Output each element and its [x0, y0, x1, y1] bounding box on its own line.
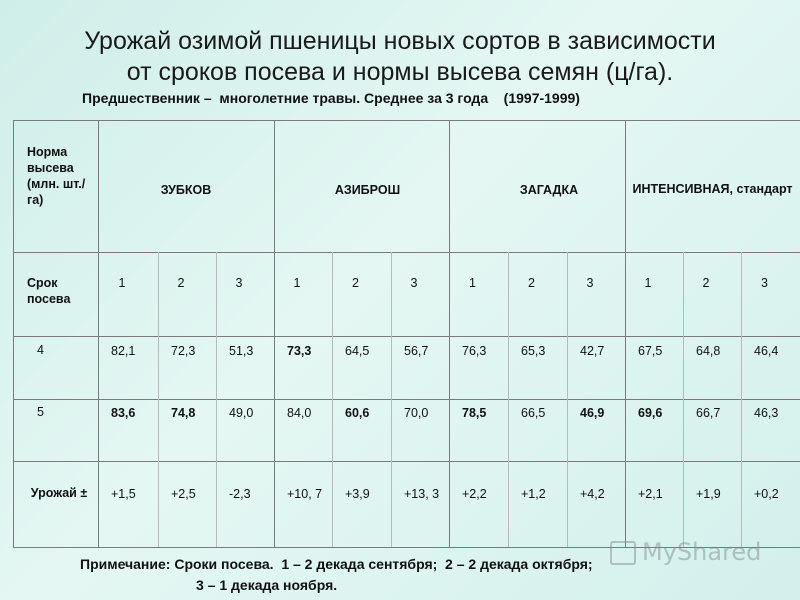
term-cell: 2	[177, 276, 185, 290]
table-border-bottom	[13, 547, 800, 548]
subtitle: Предшественник – многолетние травы. Сред…	[82, 90, 580, 106]
variety-header: АЗИБРОШ	[334, 183, 401, 197]
term-cell: 3	[586, 276, 594, 290]
variety-header: ЗУБКОВ	[160, 183, 212, 197]
variety-header: ИНТЕНСИВНАЯ, стандарт	[632, 182, 793, 196]
value-cell: 66,5	[521, 406, 546, 420]
table-col-line	[625, 120, 626, 547]
value-cell: 72,3	[171, 344, 196, 358]
value-cell: 83,6	[111, 406, 136, 420]
table-subcol-line	[741, 252, 742, 547]
term-cell: 3	[410, 276, 418, 290]
table-border-top	[13, 120, 800, 121]
value-cell: 76,3	[462, 344, 487, 358]
value-cell: 70,0	[404, 406, 429, 420]
term-cell: 1	[118, 276, 126, 290]
term-cell: 1	[644, 276, 652, 290]
term-cell: 3	[761, 276, 768, 290]
value-cell: +2,1	[638, 487, 663, 501]
table-col-line	[449, 120, 450, 547]
value-cell: +2,5	[171, 487, 196, 501]
page-title: Урожай озимой пшеницы новых сортов в зав…	[0, 26, 800, 88]
value-cell: +10, 7	[287, 487, 323, 501]
value-cell: 69,6	[638, 406, 663, 420]
value-cell: 66,7	[696, 406, 721, 420]
table-border-left	[13, 120, 14, 547]
value-cell: 42,7	[580, 344, 605, 358]
value-cell: 78,5	[462, 406, 487, 420]
table-col-line	[98, 120, 99, 547]
term-cell: 2	[702, 276, 710, 290]
table-subcol-line	[158, 252, 159, 547]
term-cell: 3	[235, 276, 243, 290]
value-cell: +1,9	[696, 487, 721, 501]
value-cell: +4,2	[580, 487, 605, 501]
term-cell: 2	[352, 276, 359, 290]
value-cell: 67,5	[638, 344, 663, 358]
row-label: Урожай ±	[30, 486, 88, 500]
footnote-line-1: Примечание: Сроки посева. 1 – 2 декада с…	[80, 556, 593, 572]
term-cell: 1	[469, 276, 476, 290]
variety-header: ЗАГАДКА	[519, 183, 579, 197]
table-subcol-line	[332, 252, 333, 547]
table-col-line	[274, 120, 275, 547]
table-subcol-line	[508, 252, 509, 547]
value-cell: -2,3	[229, 487, 251, 501]
value-cell: +13, 3	[404, 487, 440, 501]
footnote: Примечание: Сроки посева. 1 – 2 декада с…	[80, 554, 593, 596]
table-row-line	[13, 461, 800, 462]
value-cell: +3,9	[345, 487, 370, 501]
value-cell: 46,4	[754, 344, 779, 358]
table-subcol-line	[567, 252, 568, 547]
term-header: Срок посева	[27, 276, 71, 306]
table-row-line	[13, 252, 800, 253]
title-line-2: от сроков посева и нормы высева семян (ц…	[126, 58, 674, 86]
value-cell: +1,5	[111, 487, 136, 501]
value-cell: 73,3	[287, 344, 312, 358]
yield-table: Норма высева (млн. шт./га) ЗУБКОВ АЗИБРОШ З…	[13, 120, 800, 548]
corner-header: Норма высева (млн. шт./га)	[27, 145, 86, 207]
footnote-line-2: 3 – 1 декада ноября.	[196, 577, 338, 593]
value-cell: +1,2	[521, 487, 546, 501]
value-cell: 82,1	[111, 344, 136, 358]
value-cell: 56,7	[404, 344, 429, 358]
value-cell: 46,9	[580, 406, 605, 420]
row-label: 4	[37, 343, 44, 357]
row-label: 5	[37, 405, 44, 419]
term-cell: 1	[293, 276, 301, 290]
watermark-icon	[610, 541, 636, 565]
table-row-line	[13, 399, 800, 400]
table-subcol-line	[683, 252, 684, 547]
value-cell: 60,6	[345, 406, 370, 420]
value-cell: 64,5	[345, 344, 370, 358]
table-subcol-line	[391, 252, 392, 547]
value-cell: +0,2	[754, 487, 779, 501]
value-cell: +2,2	[462, 487, 487, 501]
watermark: MyShared	[642, 538, 762, 566]
value-cell: 65,3	[521, 344, 546, 358]
table-subcol-line	[216, 252, 217, 547]
value-cell: 84,0	[287, 406, 312, 420]
title-line-1: Урожай озимой пшеницы новых сортов в зав…	[84, 27, 716, 55]
value-cell: 49,0	[229, 406, 254, 420]
value-cell: 64,8	[696, 344, 721, 358]
value-cell: 51,3	[229, 344, 254, 358]
value-cell: 74,8	[171, 406, 196, 420]
term-cell: 2	[528, 276, 535, 290]
value-cell: 46,3	[754, 406, 779, 420]
table-row-line	[13, 336, 800, 337]
